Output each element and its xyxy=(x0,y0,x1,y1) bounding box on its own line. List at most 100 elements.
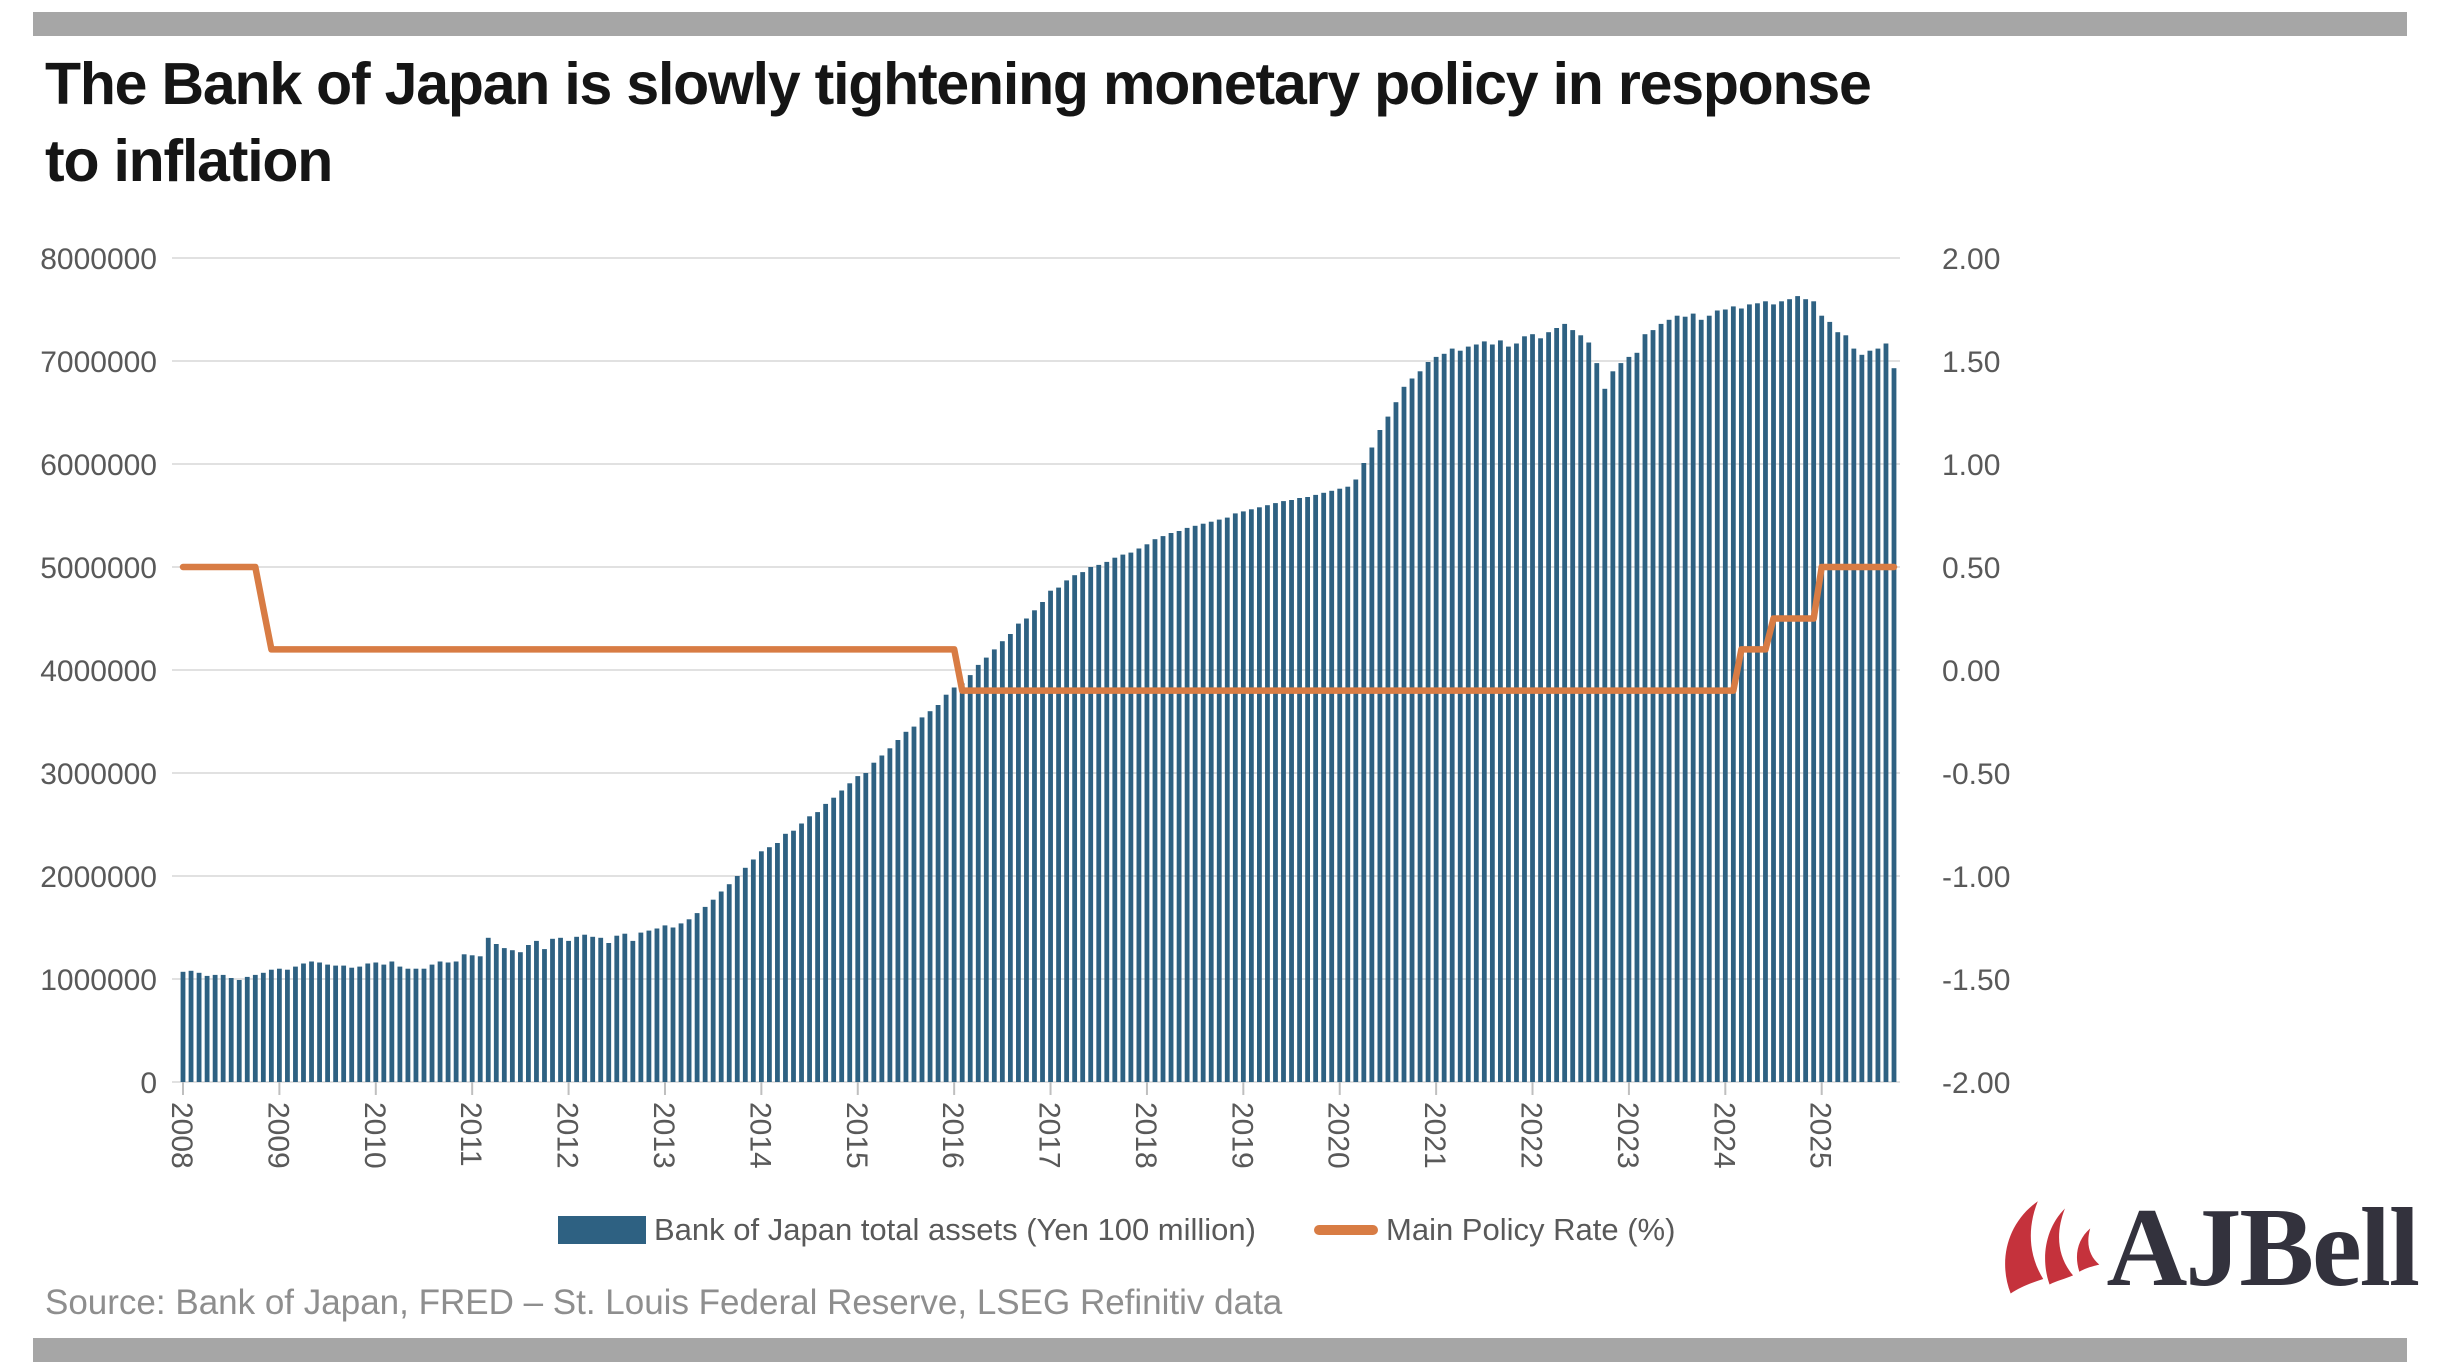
bar-total-assets xyxy=(1417,371,1423,1082)
bar-total-assets xyxy=(1265,505,1270,1082)
bar-total-assets xyxy=(373,962,379,1082)
bar-total-assets xyxy=(268,969,274,1082)
bar-total-assets xyxy=(1337,488,1343,1082)
bar-total-assets xyxy=(919,717,925,1082)
bar-total-assets xyxy=(1538,338,1543,1082)
bar-total-assets xyxy=(493,944,499,1082)
bar-total-assets xyxy=(453,961,459,1082)
bar-total-assets xyxy=(911,726,917,1082)
bar-total-assets xyxy=(807,816,812,1082)
bar-total-assets xyxy=(630,940,636,1082)
bar-total-assets xyxy=(1248,509,1254,1082)
bar-total-assets xyxy=(1136,548,1142,1082)
bar-total-assets xyxy=(1401,386,1407,1083)
bar-total-assets xyxy=(734,876,740,1082)
bar-total-assets xyxy=(1465,346,1471,1083)
bar-total-assets xyxy=(421,968,427,1082)
bar-total-assets xyxy=(775,843,780,1082)
bar-total-assets xyxy=(341,965,347,1082)
bottom-accent-bar xyxy=(33,1338,2407,1362)
bar-total-assets xyxy=(1481,341,1487,1082)
bar-total-assets xyxy=(582,934,588,1082)
bar-total-assets xyxy=(1787,299,1792,1082)
bar-total-assets xyxy=(429,964,435,1082)
bar-total-assets xyxy=(967,675,973,1082)
bar-total-assets xyxy=(951,687,957,1082)
bar-total-assets xyxy=(1096,564,1102,1082)
y-axis-right-label: -1.50 xyxy=(1942,964,2010,997)
bar-total-assets xyxy=(526,945,531,1082)
ajbell-logo: AJBell xyxy=(1998,1189,2420,1312)
bar-total-assets xyxy=(999,641,1005,1082)
bar-total-assets xyxy=(686,919,692,1082)
bar-total-assets xyxy=(1634,352,1640,1082)
legend: Bank of Japan total assets (Yen 100 mill… xyxy=(558,1212,1675,1248)
y-axis-right-label: 0.00 xyxy=(1942,655,2000,688)
bar-total-assets xyxy=(244,976,250,1082)
bar-total-assets xyxy=(1795,296,1801,1083)
bar-total-assets xyxy=(1522,336,1527,1082)
bar-total-assets xyxy=(1160,536,1166,1082)
bar-total-assets xyxy=(1281,501,1286,1083)
bar-total-assets xyxy=(1072,575,1078,1082)
bar-total-assets xyxy=(879,755,885,1082)
bar-total-assets xyxy=(1112,557,1118,1082)
bar-total-assets xyxy=(1345,486,1351,1082)
bar-total-assets xyxy=(1674,315,1680,1082)
bar-total-assets xyxy=(903,731,909,1082)
bar-total-assets xyxy=(742,867,748,1082)
bar-total-assets xyxy=(204,975,210,1082)
bar-total-assets xyxy=(1682,316,1688,1082)
bar-total-assets xyxy=(1040,602,1045,1082)
bar-total-assets xyxy=(1369,447,1375,1082)
bar-total-assets xyxy=(1803,299,1809,1082)
bar-total-assets xyxy=(1168,533,1174,1082)
y-axis-left-label: 3000000 xyxy=(40,758,157,791)
legend-label-assets: Bank of Japan total assets (Yen 100 mill… xyxy=(654,1212,1256,1247)
bar-total-assets xyxy=(1835,332,1841,1082)
bar-total-assets xyxy=(1626,356,1632,1082)
bar-total-assets xyxy=(1289,500,1294,1082)
bar-total-assets xyxy=(389,961,395,1082)
legend-line-swatch xyxy=(1314,1225,1378,1235)
bar-total-assets xyxy=(566,940,571,1082)
bar-total-assets xyxy=(1811,301,1817,1082)
bar-total-assets xyxy=(1048,590,1053,1082)
bar-total-assets xyxy=(1875,348,1881,1083)
y-axis-right-label: 0.50 xyxy=(1942,552,2000,585)
bar-total-assets xyxy=(863,773,869,1082)
x-axis-year-label: 2010 xyxy=(358,1102,391,1169)
bar-total-assets xyxy=(445,962,451,1082)
bar-total-assets xyxy=(1618,363,1624,1083)
bar-total-assets xyxy=(1232,513,1238,1082)
bar-total-assets xyxy=(614,935,620,1082)
bar-total-assets xyxy=(1473,344,1479,1082)
bar-total-assets xyxy=(1128,552,1134,1082)
bar-total-assets xyxy=(252,974,258,1082)
source-text: Source: Bank of Japan, FRED – St. Louis … xyxy=(45,1283,1283,1322)
bar-total-assets xyxy=(1016,623,1021,1082)
legend-bar-swatch xyxy=(558,1216,646,1244)
bar-total-assets xyxy=(1007,634,1013,1082)
bar-total-assets xyxy=(1216,519,1222,1082)
y-axis-right-label: -0.50 xyxy=(1942,758,2010,791)
combo-chart: 8000000 2.00 7000000 1.50 6000000 1.00 5000000… xyxy=(40,243,2010,1169)
y-axis-right-label: -2.00 xyxy=(1942,1067,2010,1100)
bar-total-assets xyxy=(325,964,330,1082)
bar-total-assets xyxy=(517,952,523,1082)
y-axis-right-label: 1.00 xyxy=(1942,449,2000,482)
bar-total-assets xyxy=(855,776,861,1082)
bar-total-assets xyxy=(1506,346,1511,1083)
bar-total-assets xyxy=(1738,308,1744,1082)
bar-total-assets xyxy=(357,966,363,1082)
bar-total-assets xyxy=(1562,323,1568,1082)
x-axis-year-label: 2011 xyxy=(454,1102,487,1167)
y-axis-left-label: 1000000 xyxy=(40,964,157,997)
bar-total-assets xyxy=(1080,572,1086,1082)
bar-total-assets xyxy=(1192,525,1198,1082)
bar-total-assets xyxy=(1120,554,1126,1082)
bar-total-assets xyxy=(501,948,507,1082)
bar-total-assets xyxy=(1449,348,1455,1083)
bar-total-assets xyxy=(662,925,668,1082)
bar-total-assets xyxy=(959,683,965,1082)
